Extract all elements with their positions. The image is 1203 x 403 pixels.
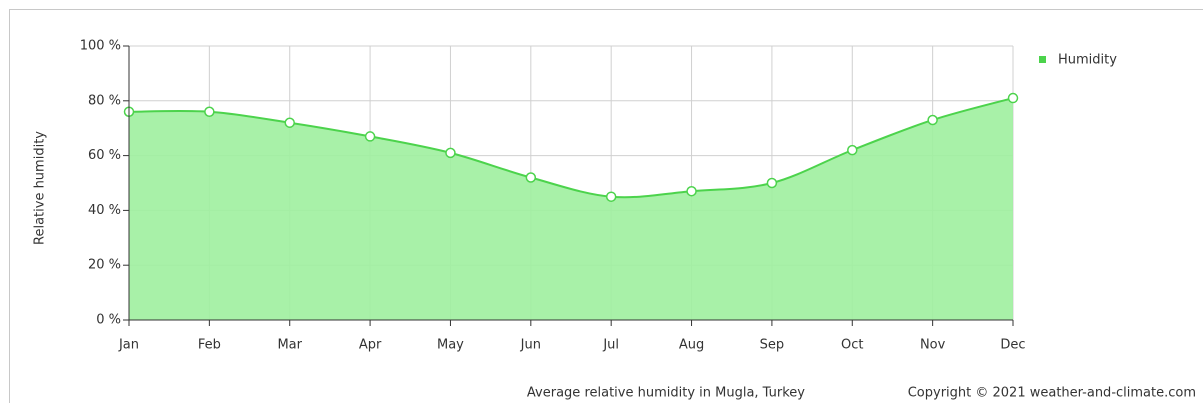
footer: Average relative humidity in Mugla, Turk… xyxy=(527,386,805,401)
point xyxy=(927,114,938,126)
point xyxy=(1007,92,1019,104)
x-tick-label: Jan xyxy=(118,338,139,353)
y-axis-title: Relative humidity xyxy=(33,131,48,245)
legend-label: Humidity xyxy=(1058,53,1117,68)
x-tick-label: Aug xyxy=(679,338,704,353)
x-tick-label: Jul xyxy=(602,338,619,353)
x-tick-label: Feb xyxy=(198,338,221,353)
y-tick-label: 0 % xyxy=(96,313,121,328)
point xyxy=(525,172,537,183)
x-tick-label: May xyxy=(437,338,464,353)
copyright: Copyright © 2021 weather-and-climate.com xyxy=(908,386,1196,401)
x-tick-label: Nov xyxy=(920,338,946,353)
point xyxy=(766,177,778,189)
x-tick-label: Mar xyxy=(277,338,302,353)
y-tick-label: 40 % xyxy=(88,203,121,218)
legend-swatch xyxy=(1039,56,1046,63)
point xyxy=(847,144,858,156)
y-tick-label: 80 % xyxy=(88,93,121,108)
area xyxy=(129,98,1013,320)
point xyxy=(605,191,617,202)
point xyxy=(204,106,215,118)
point xyxy=(284,117,295,128)
point xyxy=(364,131,376,142)
x-tick-label: Sep xyxy=(760,338,785,353)
point xyxy=(686,185,697,197)
y-tick-label: 60 % xyxy=(88,148,121,163)
point xyxy=(445,147,456,159)
y-tick-label: 20 % xyxy=(88,258,121,273)
x-tick-label: Apr xyxy=(359,338,382,353)
y-tick-label: 100 % xyxy=(80,39,121,54)
frame xyxy=(9,9,1203,403)
x-tick-label: Jun xyxy=(520,338,541,353)
x-tick-label: Oct xyxy=(841,338,863,353)
x-tick-label: Dec xyxy=(1000,338,1025,353)
